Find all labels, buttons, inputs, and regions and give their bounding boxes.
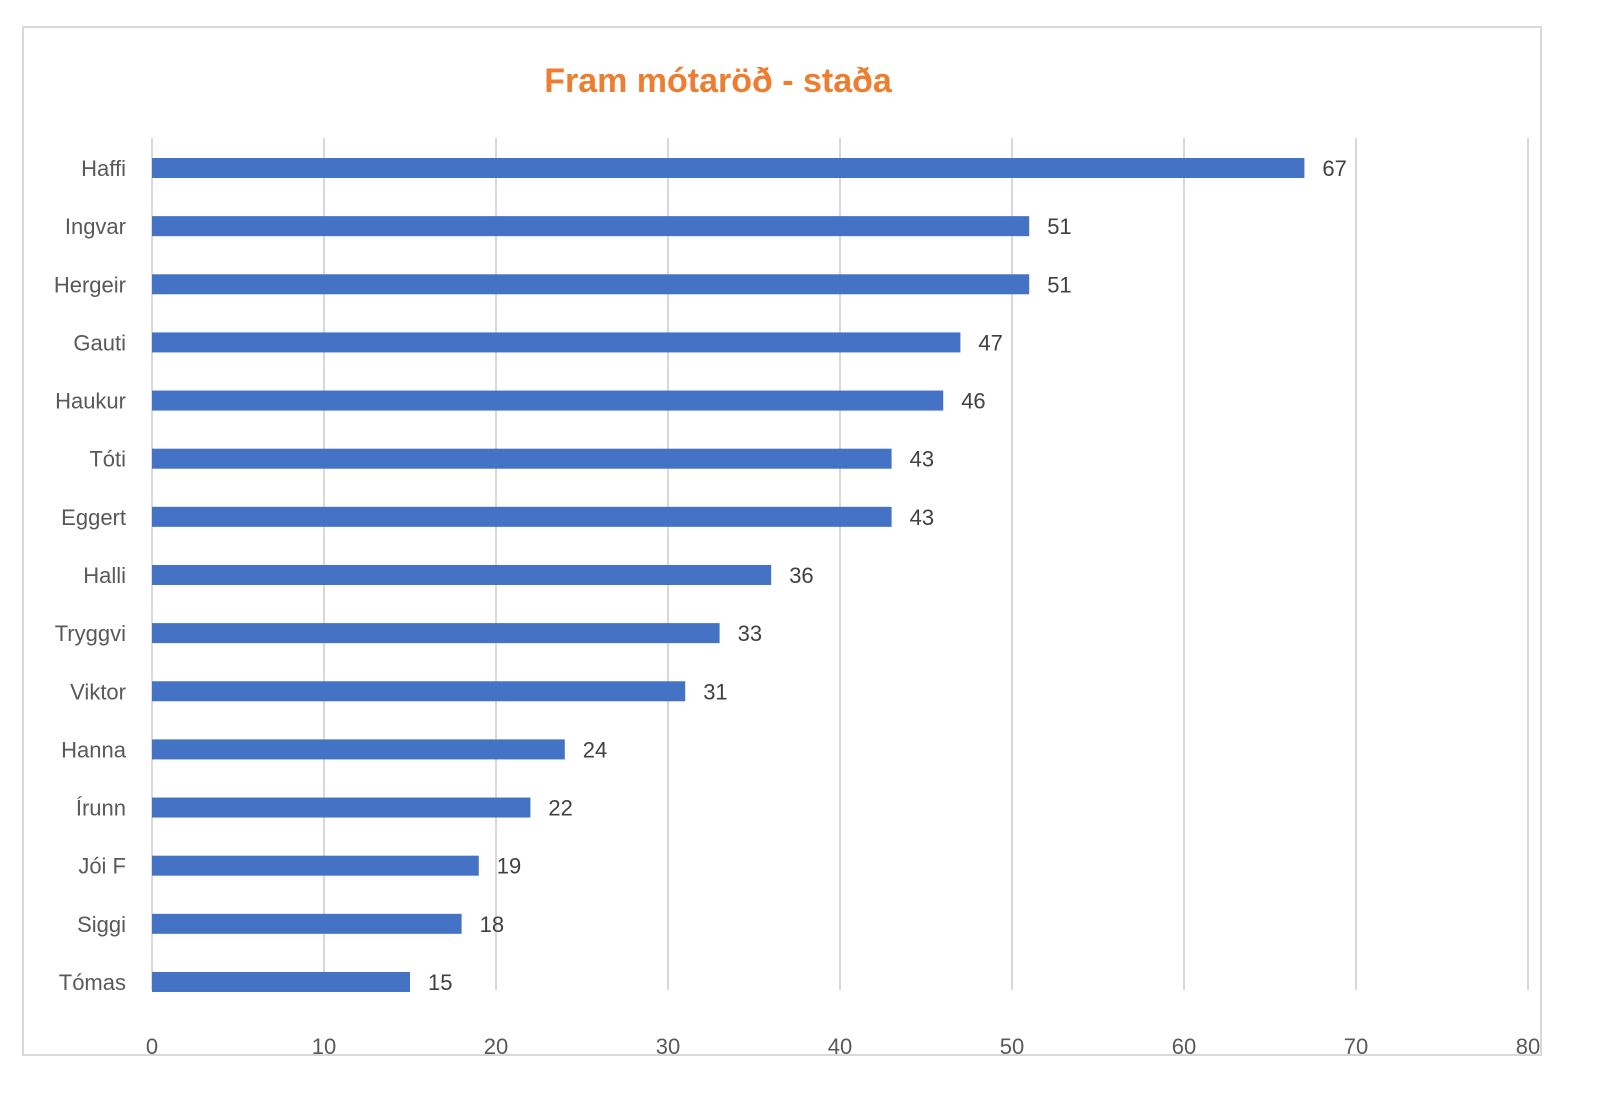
data-label: 46 <box>961 389 985 414</box>
chart-title: Fram mótaröð - staða <box>544 62 892 100</box>
data-label: 22 <box>548 796 572 821</box>
category-label: Gauti <box>73 330 126 355</box>
category-label: Tóti <box>89 447 126 472</box>
category-label: Haukur <box>55 389 126 414</box>
data-label: 18 <box>480 912 504 937</box>
value-axis: 0 10 20 30 40 50 60 70 80 <box>146 1034 1540 1059</box>
data-label: 19 <box>497 854 521 879</box>
bar-9 <box>152 681 686 702</box>
bar-1 <box>152 216 1030 237</box>
bar-5 <box>152 448 892 469</box>
x-tick-label: 0 <box>146 1034 158 1059</box>
bar-8 <box>152 623 720 644</box>
category-label: Jói F <box>78 854 126 879</box>
data-label: 43 <box>910 447 934 472</box>
category-label: Hanna <box>61 737 127 762</box>
bar-13 <box>152 913 462 934</box>
data-label: 47 <box>978 330 1002 355</box>
category-label: Haffi <box>81 156 126 181</box>
x-tick-label: 50 <box>1000 1034 1024 1059</box>
data-label: 43 <box>910 505 934 530</box>
category-label: Tómas <box>59 970 126 995</box>
category-label: Ingvar <box>65 214 126 239</box>
category-label: Viktor <box>70 679 126 704</box>
data-label: 33 <box>738 621 762 646</box>
x-tick-label: 40 <box>828 1034 852 1059</box>
data-labels: 67 51 51 47 46 43 43 36 33 31 24 22 19 18 15 <box>428 156 1347 995</box>
category-label: Halli <box>83 563 126 588</box>
bar-3 <box>152 332 961 353</box>
category-label: Írunn <box>76 796 126 821</box>
chart-frame <box>22 26 1542 1056</box>
category-label: Eggert <box>61 505 126 530</box>
x-tick-label: 80 <box>1516 1034 1540 1059</box>
x-tick-label: 60 <box>1172 1034 1196 1059</box>
data-label: 67 <box>1322 156 1346 181</box>
data-label: 51 <box>1047 272 1071 297</box>
bar-4 <box>152 390 944 411</box>
bar-10 <box>152 739 565 760</box>
bar-6 <box>152 506 892 527</box>
bar-11 <box>152 797 531 818</box>
category-axis: Haffi Ingvar Hergeir Gauti Haukur Tóti Eggert H… <box>54 156 127 995</box>
bars <box>152 158 1305 992</box>
category-label: Tryggvi <box>55 621 126 646</box>
bar-2 <box>152 274 1030 295</box>
x-tick-label: 20 <box>484 1034 508 1059</box>
bar-12 <box>152 855 479 876</box>
bar-14 <box>152 971 410 992</box>
data-label: 51 <box>1047 214 1071 239</box>
bar-7 <box>152 564 772 585</box>
category-label: Hergeir <box>54 272 126 297</box>
data-label: 24 <box>583 737 607 762</box>
category-label: Siggi <box>77 912 126 937</box>
data-label: 31 <box>703 679 727 704</box>
x-tick-label: 30 <box>656 1034 680 1059</box>
data-label: 15 <box>428 970 452 995</box>
x-tick-label: 10 <box>312 1034 336 1059</box>
bar-0 <box>152 158 1305 178</box>
x-tick-label: 70 <box>1344 1034 1368 1059</box>
data-label: 36 <box>789 563 813 588</box>
